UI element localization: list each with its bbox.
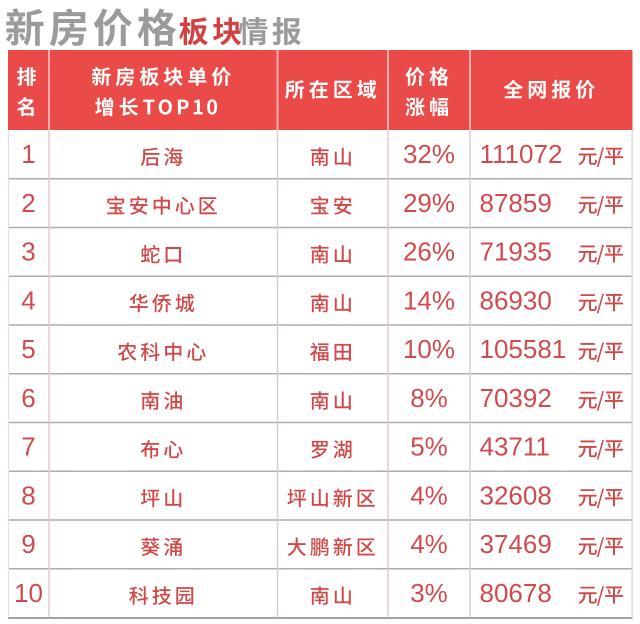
svg-text:5: 5: [21, 334, 35, 364]
svg-text:43711: 43711: [480, 432, 550, 462]
svg-text:80678: 80678: [480, 578, 552, 608]
svg-text:6: 6: [21, 383, 35, 413]
svg-text:3: 3: [21, 237, 35, 267]
svg-text:1: 1: [21, 139, 35, 169]
svg-text:87859: 87859: [480, 188, 552, 218]
svg-text:26%: 26%: [403, 237, 455, 267]
svg-text:29%: 29%: [403, 188, 455, 218]
svg-text:8: 8: [21, 480, 35, 510]
svg-text:4%: 4%: [410, 480, 448, 510]
svg-text:7: 7: [21, 432, 35, 462]
svg-text:86930: 86930: [480, 285, 552, 315]
svg-text:4%: 4%: [410, 529, 448, 559]
svg-text:2: 2: [21, 188, 35, 218]
svg-text:105581: 105581: [480, 334, 567, 364]
svg-text:14%: 14%: [403, 285, 455, 315]
svg-text:32608: 32608: [480, 480, 552, 510]
svg-text:10%: 10%: [403, 334, 455, 364]
svg-text:4: 4: [21, 285, 35, 315]
svg-text:3%: 3%: [410, 578, 448, 608]
svg-text:37469: 37469: [480, 529, 552, 559]
svg-text:8%: 8%: [410, 383, 448, 413]
svg-text:5%: 5%: [410, 432, 448, 462]
svg-text:111072: 111072: [480, 139, 563, 169]
svg-text:70392: 70392: [480, 383, 552, 413]
svg-text:9: 9: [21, 529, 35, 559]
svg-text:71935: 71935: [480, 237, 552, 267]
svg-text:32%: 32%: [403, 139, 455, 169]
svg-text:10: 10: [14, 578, 43, 608]
